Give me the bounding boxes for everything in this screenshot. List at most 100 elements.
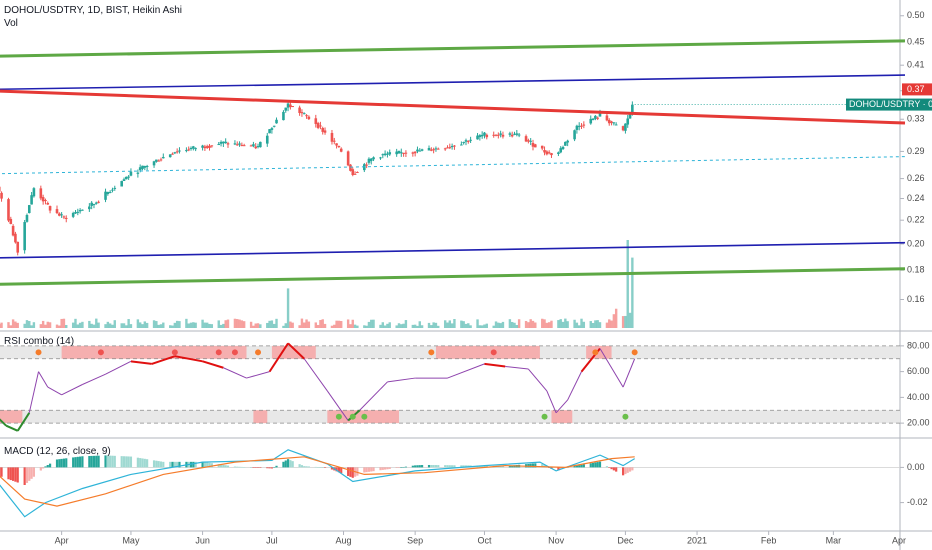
volume-bar — [291, 322, 294, 328]
candle-body — [185, 150, 188, 152]
macd-histogram-bar — [23, 467, 26, 485]
volume-bar — [178, 321, 181, 328]
macd-histogram-bar — [88, 456, 91, 468]
macd-histogram-bar — [273, 467, 276, 468]
rsi-line-segment — [38, 371, 49, 388]
candle-body — [217, 144, 221, 146]
candle-body — [561, 147, 565, 150]
volume-bar — [39, 324, 43, 328]
candle-body — [480, 134, 484, 137]
volume-bar — [363, 325, 366, 328]
volume-bar — [127, 319, 130, 328]
macd-histogram-bar — [143, 458, 146, 468]
macd-histogram-bar — [152, 460, 156, 468]
volume-bar — [136, 319, 140, 328]
macd-histogram-bar — [268, 467, 271, 469]
candle-body — [302, 113, 306, 115]
macd-histogram-bar — [501, 466, 505, 468]
volume-bar — [628, 312, 632, 328]
candle-body — [626, 118, 630, 125]
volume-bar — [125, 325, 128, 328]
volume-bar — [282, 325, 285, 328]
macd-histogram-bar — [628, 467, 632, 472]
macd-histogram-bar — [206, 462, 209, 468]
candle-body — [7, 199, 10, 221]
x-tick-label: Aug — [336, 535, 352, 545]
candle-body — [286, 103, 290, 108]
candle-body — [94, 202, 98, 204]
volume-bar — [30, 325, 33, 328]
volume-bar — [534, 322, 537, 328]
macd-histogram-bar — [44, 466, 47, 468]
macd-histogram-bar — [58, 459, 61, 468]
rsi-oversold-band — [0, 410, 900, 424]
macd-histogram-bar — [60, 458, 63, 468]
volume-bar — [256, 323, 260, 328]
macd-histogram-bar — [270, 467, 273, 469]
volume-bar — [169, 325, 172, 328]
volume-bar — [594, 320, 597, 328]
macd-histogram-bar — [615, 467, 618, 472]
candle-body — [129, 171, 133, 176]
candle-body — [74, 212, 77, 214]
candle-body — [161, 156, 165, 159]
volume-bar — [300, 318, 304, 328]
macd-histogram-bar — [266, 467, 269, 469]
macd-histogram-bar — [146, 459, 149, 468]
volume-bar — [499, 323, 502, 328]
candle-body — [259, 141, 262, 148]
candle-body — [628, 112, 632, 119]
volume-bar — [138, 322, 142, 328]
macd-histogram-bar — [113, 455, 116, 468]
macd-histogram-bar — [372, 467, 375, 472]
macd-histogram-bar — [314, 466, 317, 468]
macd-histogram-bar — [203, 462, 206, 468]
candle-body — [494, 134, 498, 136]
volume-bar — [497, 322, 500, 328]
candle-body — [372, 157, 375, 160]
macd-histogram-bar — [226, 465, 230, 468]
candle-body — [0, 192, 3, 199]
macd-histogram-bar — [319, 467, 322, 468]
x-tick-label: 2021 — [687, 535, 707, 545]
volume-bar — [28, 321, 31, 328]
volume-bar — [305, 319, 308, 328]
rsi-line-segment — [82, 373, 106, 385]
macd-histogram-bar — [591, 462, 595, 468]
volume-bar — [111, 324, 114, 328]
volume-bar — [478, 325, 482, 328]
volume-bar — [508, 319, 512, 328]
rsi-signal-dot — [255, 349, 262, 356]
rsi-line-segment — [546, 390, 557, 414]
candle-body — [527, 140, 530, 142]
volume-bar — [122, 323, 126, 328]
volume-bar — [284, 323, 287, 328]
macd-histogram-bar — [76, 456, 79, 468]
candle-body — [453, 145, 456, 147]
candle-body — [332, 140, 336, 142]
macd-histogram-bar — [363, 467, 366, 473]
macd-histogram-bar — [404, 466, 408, 468]
macd-histogram-bar — [62, 458, 66, 468]
rsi-oversold-zone — [0, 410, 23, 424]
macd-histogram-bar — [282, 461, 285, 468]
candle-body — [316, 123, 320, 128]
candle-body — [76, 211, 80, 213]
high-price-label: 0.37 — [907, 84, 925, 94]
macd-histogram-bar — [157, 461, 160, 468]
volume-bar — [453, 319, 456, 328]
volume-bar — [460, 320, 463, 328]
macd-histogram-bar — [240, 466, 243, 468]
volume-bar — [573, 319, 576, 328]
macd-histogram-bar — [303, 466, 306, 468]
macd-histogram-bar — [330, 467, 334, 470]
candle-body — [543, 149, 546, 153]
volume-bar — [413, 324, 417, 328]
macd-histogram-bar — [159, 461, 163, 468]
candle-body — [108, 191, 112, 193]
macd-histogram-bar — [367, 467, 371, 472]
volume-bar — [307, 321, 311, 328]
macd-histogram-bar — [589, 463, 592, 468]
volume-bar — [631, 257, 634, 328]
candle-body — [143, 165, 147, 168]
